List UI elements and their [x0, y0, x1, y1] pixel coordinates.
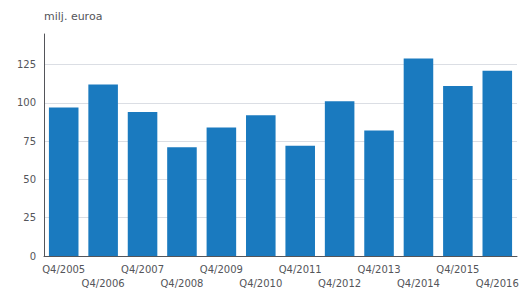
svg-text:Q4/2011: Q4/2011: [279, 264, 322, 275]
svg-text:Q4/2007: Q4/2007: [121, 264, 164, 275]
svg-text:Q4/2006: Q4/2006: [82, 278, 125, 289]
svg-text:Q4/2005: Q4/2005: [42, 264, 85, 275]
svg-text:Q4/2014: Q4/2014: [397, 278, 440, 289]
svg-text:Q4/2010: Q4/2010: [239, 278, 282, 289]
svg-text:Q4/2008: Q4/2008: [160, 278, 203, 289]
svg-text:75: 75: [23, 136, 36, 147]
svg-text:25: 25: [23, 212, 36, 223]
svg-text:Q4/2012: Q4/2012: [318, 278, 361, 289]
svg-text:50: 50: [23, 174, 36, 185]
svg-text:milj. euroa: milj. euroa: [44, 10, 102, 23]
svg-text:Q4/2013: Q4/2013: [358, 264, 401, 275]
svg-text:Q4/2015: Q4/2015: [436, 264, 479, 275]
svg-text:100: 100: [17, 97, 36, 108]
svg-text:0: 0: [30, 251, 36, 262]
svg-text:Q4/2016: Q4/2016: [476, 278, 519, 289]
svg-text:125: 125: [17, 59, 36, 70]
svg-text:Q4/2009: Q4/2009: [200, 264, 243, 275]
